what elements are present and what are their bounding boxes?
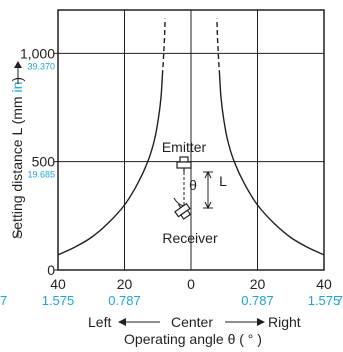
curve-right-dashed: [216, 18, 221, 76]
direction-left-label: Left: [88, 314, 111, 330]
x-tick-label: 0: [187, 276, 195, 292]
y-tick-label: 0: [47, 262, 55, 278]
x-tick-label: 40: [316, 276, 332, 292]
y-tick-label: 1,000: [20, 45, 55, 61]
y-axis-label: Setting distance L (mm in): [9, 61, 25, 239]
y-tick-label: 500: [32, 154, 56, 170]
direction-center-label: Center: [171, 314, 213, 330]
x-tick-label-in: 0.787: [241, 293, 274, 308]
y-axis-label-suffix: ): [9, 77, 25, 82]
receiver-icon: [174, 202, 192, 220]
curve-left-solid: [57, 74, 164, 256]
x-axis-label: Operating angle θ ( ° ): [124, 331, 262, 347]
y-axis-label-arrowhead: [14, 61, 22, 68]
x-extra-in-right: 7: [336, 293, 343, 308]
curves: [57, 18, 325, 256]
x-tick-label-in: 1.575: [308, 293, 341, 308]
svg-text:Setting distance L (mm in): Setting distance L (mm in): [9, 77, 25, 239]
y-tick-label-in: 19.685: [27, 170, 55, 180]
emitter-icon: [176, 156, 192, 172]
receiver-label: Receiver: [162, 230, 218, 246]
x-tick-label: 20: [117, 276, 133, 292]
right-arrow: [225, 318, 265, 326]
dimension-L: [203, 170, 213, 210]
L-label: L: [219, 173, 227, 189]
y-axis-label-unit: in: [9, 82, 25, 93]
y-axis-label-prefix: Setting distance L (mm: [9, 93, 25, 240]
x-tick-label-in: 0.787: [108, 293, 141, 308]
curve-right-solid: [218, 74, 325, 256]
theta-label: θ: [189, 177, 197, 193]
x-tick-label: 20: [250, 276, 266, 292]
emitter-label: Emitter: [162, 139, 207, 155]
x-tick-label-in: 1.575: [42, 293, 75, 308]
y-tick-label-in: 39.370: [27, 61, 55, 71]
curve-left-dashed: [161, 18, 166, 76]
x-tick-label: 40: [50, 276, 66, 292]
x-extra-in-left: 7: [0, 293, 7, 308]
direction-right-label: Right: [268, 314, 301, 330]
left-arrow: [118, 318, 160, 326]
grid: [58, 10, 324, 270]
emitter-receiver-diagram: Emitter θ L Receiver: [162, 139, 227, 246]
